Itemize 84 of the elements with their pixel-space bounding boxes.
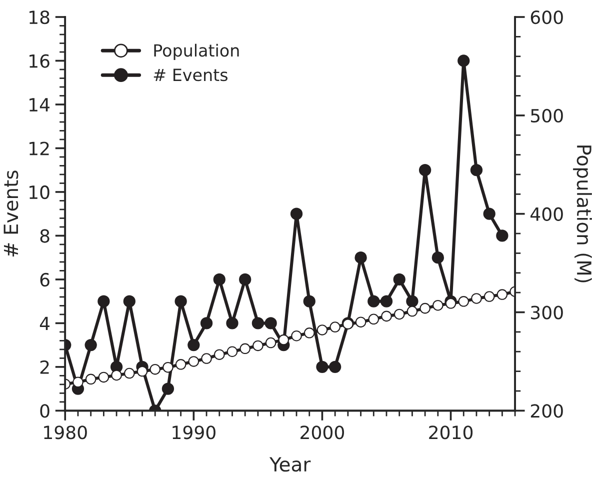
point <box>123 295 136 308</box>
y2-tick-label: 300 <box>531 306 563 320</box>
point <box>213 273 226 286</box>
point <box>303 295 316 308</box>
point <box>214 349 225 360</box>
point <box>316 324 328 336</box>
point <box>368 295 380 308</box>
point <box>496 230 508 242</box>
point <box>418 164 432 176</box>
y2-tick-label: 600 <box>530 10 563 24</box>
y-tick-label: 14 <box>30 98 50 112</box>
y2-tick-label: 500 <box>531 108 563 123</box>
legend-label: # Events <box>154 68 228 82</box>
point <box>150 364 160 375</box>
y-tick-label: 12 <box>30 142 49 156</box>
point <box>381 310 392 322</box>
point <box>226 346 238 357</box>
point <box>445 298 456 309</box>
point <box>162 362 174 373</box>
y-tick-label: 18 <box>30 10 50 24</box>
y-tick-label: 4 <box>40 316 50 330</box>
point <box>124 368 135 379</box>
point <box>188 356 200 367</box>
point <box>394 308 405 320</box>
point <box>174 295 187 308</box>
point <box>84 338 97 352</box>
y2-axis-title: Population (M) <box>573 146 592 282</box>
point <box>252 317 264 330</box>
point <box>380 295 393 308</box>
point <box>432 300 444 311</box>
legend-label: Population <box>154 44 239 60</box>
point <box>291 330 302 342</box>
y-tick-label: 8 <box>40 229 50 243</box>
x-tick-label: 2010 <box>429 426 473 440</box>
point <box>458 296 469 307</box>
point <box>252 340 264 352</box>
x-tick-label: 1980 <box>44 426 87 440</box>
point <box>432 252 444 264</box>
point <box>484 291 495 302</box>
point <box>406 306 418 317</box>
point <box>201 353 212 364</box>
point <box>328 360 342 374</box>
point <box>175 359 186 370</box>
point <box>72 376 84 388</box>
point <box>278 334 290 346</box>
point <box>85 374 96 385</box>
point <box>483 208 496 220</box>
x-tick-label: 2000 <box>300 426 344 440</box>
point <box>239 273 252 286</box>
point <box>98 372 110 383</box>
point <box>200 317 213 330</box>
point <box>316 360 328 374</box>
y-tick-label: 2 <box>40 360 49 374</box>
point <box>406 295 418 308</box>
point <box>290 208 303 220</box>
point <box>240 343 250 354</box>
y-axis-title: # Events <box>4 170 18 256</box>
y-tick-label: 6 <box>40 272 50 287</box>
y-tick-label: 0 <box>40 404 50 418</box>
point <box>136 366 148 377</box>
point <box>471 293 482 304</box>
point <box>354 252 367 264</box>
y2-tick-label: 200 <box>530 404 563 418</box>
point <box>458 54 470 67</box>
point <box>355 316 366 328</box>
x-axis-title: Year <box>269 457 311 472</box>
x-tick-label: 1990 <box>172 426 216 440</box>
y-tick-label: 16 <box>30 54 50 68</box>
y-tick-label: 10 <box>30 185 50 200</box>
point <box>264 317 277 330</box>
point <box>420 302 430 314</box>
point <box>98 295 110 308</box>
point <box>226 317 238 330</box>
point <box>496 289 508 300</box>
point <box>368 314 380 325</box>
point <box>470 164 483 176</box>
y2-tick-label: 400 <box>530 207 563 221</box>
point <box>265 337 276 348</box>
point <box>304 328 315 338</box>
point <box>393 273 406 286</box>
point <box>162 382 174 395</box>
point <box>111 370 122 381</box>
point <box>330 322 340 332</box>
point <box>188 338 200 352</box>
